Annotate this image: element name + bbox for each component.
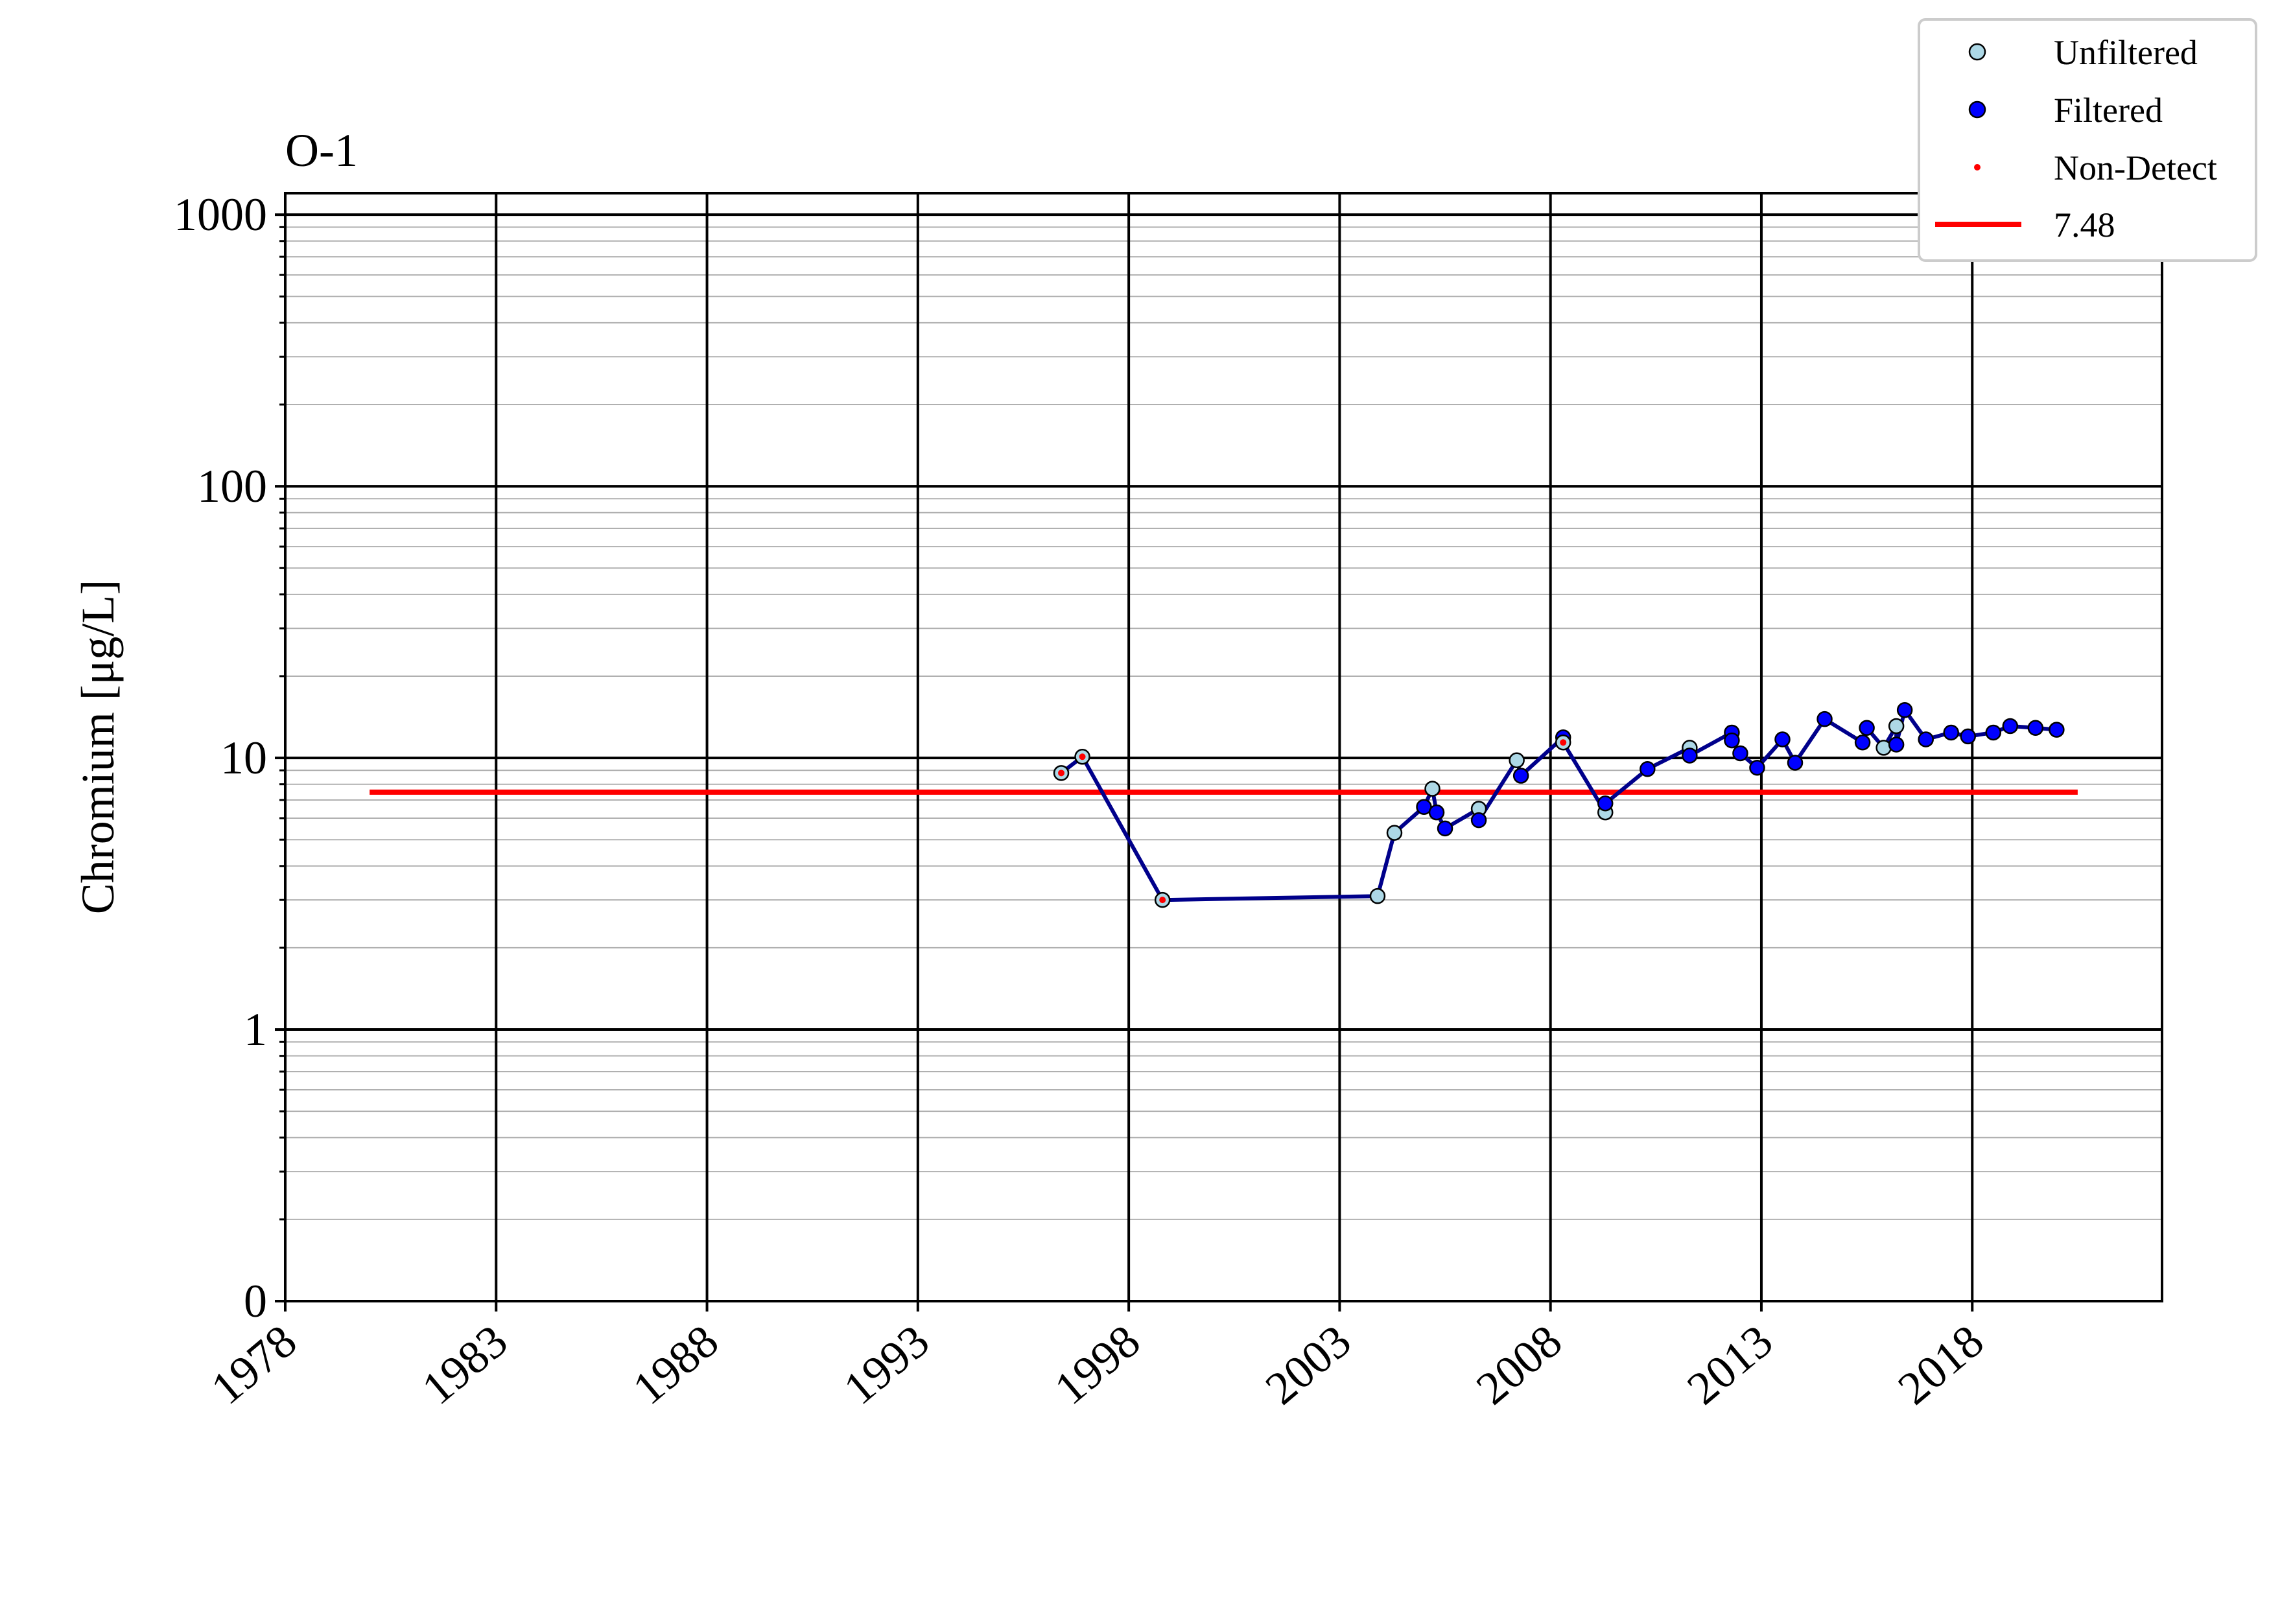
y-tick-label: 100 — [197, 460, 267, 512]
filtered-point — [1985, 724, 2002, 741]
legend-label: Non-Detect — [2054, 148, 2217, 187]
legend-marker — [1974, 164, 1981, 171]
unfiltered-point — [1424, 781, 1440, 797]
non-detect-point — [1159, 897, 1166, 904]
filtered-point — [2049, 722, 2065, 738]
filtered-point — [1640, 760, 1656, 777]
unfiltered-point — [1888, 718, 1905, 735]
data-markers — [1053, 702, 2065, 908]
legend-label: 7.48 — [2054, 206, 2115, 244]
y-tick-label: 1 — [244, 1004, 267, 1055]
y-tick-label: 0 — [244, 1275, 267, 1327]
filtered-point — [1732, 745, 1748, 762]
filtered-point — [1437, 820, 1453, 837]
filtered-point — [1682, 747, 1698, 764]
filtered-point — [1896, 702, 1913, 718]
filtered-point — [1787, 755, 1804, 771]
legend-marker — [1968, 43, 1986, 61]
legend-box — [1918, 18, 2257, 262]
filtered-point — [1749, 760, 1765, 776]
unfiltered-point — [1509, 752, 1525, 769]
filtered-point — [1816, 711, 1833, 727]
plot-frame — [284, 192, 2163, 1302]
filtered-point — [2027, 720, 2044, 736]
filtered-point — [1960, 728, 1976, 745]
chart-title: O-1 — [285, 124, 358, 176]
legend-marker — [1968, 100, 1986, 119]
filtered-point — [1512, 768, 1529, 784]
filtered-point — [1943, 724, 1959, 741]
filtered-point — [1597, 795, 1614, 812]
filtered-point — [2002, 718, 2019, 735]
filtered-point — [1470, 812, 1487, 829]
legend: Unfiltered Filtered Non-Detect 7.48 — [1918, 18, 2257, 262]
filtered-point — [1918, 731, 1934, 747]
y-tick-label: 10 — [220, 732, 267, 784]
unfiltered-point — [1386, 825, 1403, 841]
filtered-point — [1428, 804, 1445, 821]
y-axis-label: Chromium [μg/L] — [72, 580, 124, 915]
filtered-point — [1854, 734, 1871, 751]
filtered-point — [1724, 732, 1740, 749]
y-tick-label: 1000 — [174, 189, 267, 241]
filtered-point — [1774, 731, 1791, 747]
legend-label: Filtered — [2054, 91, 2163, 130]
filtered-point — [1888, 736, 1905, 753]
non-detect-point — [1560, 739, 1567, 746]
non-detect-point — [1058, 770, 1065, 777]
legend-label: Unfiltered — [2054, 33, 2198, 72]
unfiltered-point — [1369, 888, 1386, 904]
filtered-point — [1859, 720, 1875, 736]
series-line — [1060, 708, 2057, 902]
y-axis-ticks: 0 1 10 100 1000 — [174, 189, 285, 1327]
non-detect-point — [1079, 753, 1086, 760]
